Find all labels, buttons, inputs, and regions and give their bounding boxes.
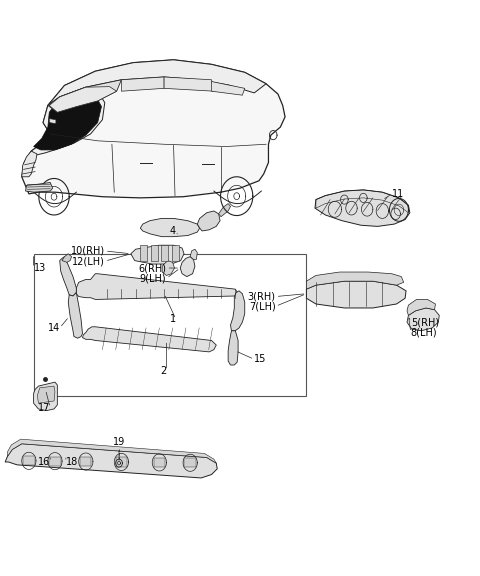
Polygon shape xyxy=(228,331,238,365)
Polygon shape xyxy=(315,190,410,226)
Text: 8(LH): 8(LH) xyxy=(411,328,437,338)
Polygon shape xyxy=(25,183,53,192)
Text: 15: 15 xyxy=(254,354,266,364)
Text: 10(RH): 10(RH) xyxy=(71,246,105,256)
Polygon shape xyxy=(230,291,245,331)
Polygon shape xyxy=(151,245,158,260)
Polygon shape xyxy=(180,257,195,276)
Text: 3(RH): 3(RH) xyxy=(248,291,276,302)
Polygon shape xyxy=(116,457,127,467)
Polygon shape xyxy=(212,81,245,95)
Text: 12(LH): 12(LH) xyxy=(72,256,105,266)
Polygon shape xyxy=(62,254,72,262)
Polygon shape xyxy=(60,257,76,296)
Polygon shape xyxy=(161,245,168,260)
Polygon shape xyxy=(164,77,214,91)
Polygon shape xyxy=(76,274,238,300)
Text: 19: 19 xyxy=(113,437,125,447)
Polygon shape xyxy=(140,245,147,260)
Polygon shape xyxy=(306,272,404,289)
Polygon shape xyxy=(48,80,121,112)
Text: 9(LH): 9(LH) xyxy=(140,273,167,283)
Polygon shape xyxy=(407,308,439,331)
Polygon shape xyxy=(80,457,92,466)
Polygon shape xyxy=(49,457,60,466)
Bar xyxy=(34,254,306,396)
Polygon shape xyxy=(190,249,197,259)
Text: 13: 13 xyxy=(34,263,46,273)
Polygon shape xyxy=(154,458,165,467)
Polygon shape xyxy=(31,87,105,155)
Text: 5(RH): 5(RH) xyxy=(411,317,439,327)
Polygon shape xyxy=(5,444,217,478)
Polygon shape xyxy=(83,327,216,352)
Text: 1: 1 xyxy=(170,314,176,324)
Polygon shape xyxy=(23,456,35,465)
Polygon shape xyxy=(131,245,184,264)
Polygon shape xyxy=(68,293,83,338)
Polygon shape xyxy=(162,260,175,275)
Polygon shape xyxy=(407,300,435,316)
Polygon shape xyxy=(49,119,56,124)
Polygon shape xyxy=(219,203,230,217)
Text: 6(RH): 6(RH) xyxy=(138,263,167,273)
Polygon shape xyxy=(184,458,196,467)
Polygon shape xyxy=(197,211,220,231)
Polygon shape xyxy=(34,91,101,150)
Polygon shape xyxy=(34,382,57,411)
Polygon shape xyxy=(48,60,266,105)
Polygon shape xyxy=(306,281,406,308)
Polygon shape xyxy=(37,386,55,403)
Polygon shape xyxy=(22,60,285,198)
Polygon shape xyxy=(8,439,216,463)
Text: 7(LH): 7(LH) xyxy=(249,301,276,311)
Text: 17: 17 xyxy=(38,403,50,413)
Text: 11: 11 xyxy=(392,189,404,199)
Polygon shape xyxy=(22,151,37,177)
Text: 16: 16 xyxy=(38,457,50,467)
Text: 18: 18 xyxy=(66,457,78,467)
Text: 14: 14 xyxy=(48,323,60,333)
Text: 2: 2 xyxy=(160,366,167,376)
Polygon shape xyxy=(140,218,200,237)
Text: 4: 4 xyxy=(170,226,176,236)
Polygon shape xyxy=(49,86,117,112)
Polygon shape xyxy=(121,77,164,91)
Polygon shape xyxy=(172,245,179,260)
